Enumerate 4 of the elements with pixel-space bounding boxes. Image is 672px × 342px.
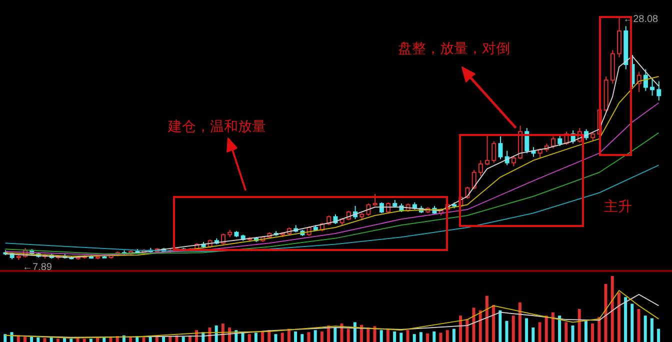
annotation: ←7.89 — [22, 262, 52, 273]
annotation: 建仓，温和放量 — [168, 118, 266, 136]
annotation: 盘整，放量，对倒 — [398, 40, 510, 58]
annotation: 主升 — [604, 198, 632, 216]
